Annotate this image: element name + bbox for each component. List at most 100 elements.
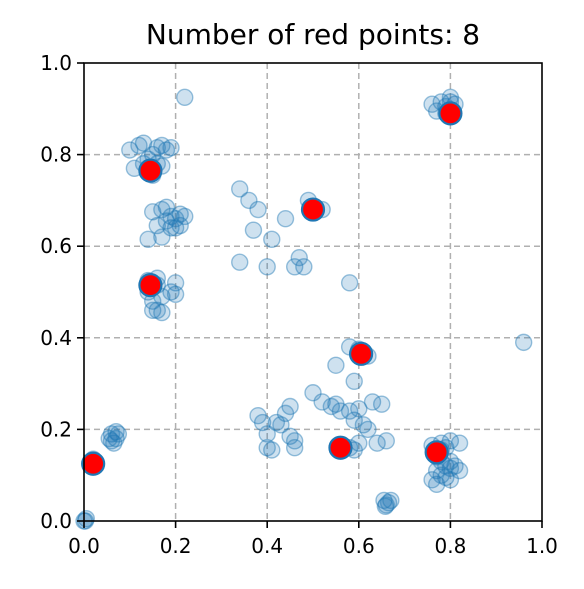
x-axis: 0.0 0.2 0.4 0.6 0.8 1.0 — [68, 521, 558, 558]
red-point — [81, 451, 106, 476]
blue-point — [295, 258, 313, 276]
blue-point — [441, 471, 460, 489]
blue-point — [258, 425, 276, 443]
blue-point — [350, 400, 368, 418]
blue-point — [148, 139, 166, 157]
blue-point — [377, 496, 395, 514]
blue-point — [281, 397, 299, 416]
blue-point — [162, 139, 180, 157]
blue-point — [109, 425, 128, 443]
blue-point — [107, 422, 125, 441]
red-point — [438, 101, 463, 126]
red-point — [328, 435, 353, 460]
blue-point — [368, 434, 386, 452]
blue-point — [373, 395, 391, 413]
blue-point — [258, 258, 276, 276]
blue-point — [377, 432, 395, 450]
blue-point — [77, 510, 95, 528]
grid-layer — [84, 63, 542, 521]
blue-point — [450, 434, 469, 452]
blue-point — [322, 397, 341, 416]
blue-point — [313, 393, 331, 411]
blue-point — [379, 493, 398, 512]
blue-point — [166, 219, 185, 237]
blue-point — [446, 457, 464, 475]
blue-point — [166, 274, 185, 292]
blue-point — [153, 303, 171, 322]
blue-points-layer — [75, 88, 533, 530]
blue-point — [162, 283, 180, 301]
blue-point — [285, 439, 304, 457]
blue-point — [382, 491, 400, 510]
blue-point — [171, 216, 189, 235]
y-tick-label: 0.0 — [40, 509, 72, 533]
blue-point — [327, 395, 345, 413]
blue-point — [166, 285, 185, 303]
blue-point — [100, 429, 118, 448]
blue-point — [331, 402, 350, 420]
red-point — [138, 273, 163, 298]
blue-point — [354, 416, 373, 434]
blue-point — [143, 301, 162, 320]
blue-point — [340, 402, 359, 420]
blue-point — [176, 88, 194, 107]
blue-point — [350, 434, 368, 452]
blue-point — [153, 200, 171, 219]
blue-point — [450, 461, 469, 480]
blue-point — [285, 432, 304, 450]
blue-point — [143, 203, 162, 221]
blue-point — [290, 248, 308, 267]
red-point — [424, 440, 449, 465]
blue-point — [267, 413, 286, 432]
blue-point — [157, 198, 176, 216]
blue-point — [514, 333, 533, 352]
blue-point — [162, 219, 180, 237]
blue-point — [105, 434, 123, 452]
blue-point — [285, 258, 304, 276]
red-point — [300, 197, 326, 222]
blue-point — [153, 228, 171, 246]
blue-point — [359, 420, 377, 439]
blue-point — [231, 253, 249, 271]
blue-point — [345, 411, 363, 429]
blue-point — [423, 95, 441, 113]
blue-point — [376, 497, 395, 516]
blue-point — [121, 141, 139, 159]
red-point — [348, 341, 374, 366]
blue-point — [345, 372, 363, 391]
blue-point — [258, 439, 276, 457]
y-tick-label: 0.8 — [40, 143, 72, 167]
blue-point — [157, 212, 176, 230]
blue-point — [437, 468, 455, 487]
blue-point — [375, 491, 393, 510]
blue-point — [171, 205, 189, 223]
x-tick-label: 0.4 — [251, 534, 283, 558]
blue-point — [340, 274, 359, 292]
blue-point — [240, 191, 258, 210]
blue-point — [153, 136, 171, 155]
red-point — [138, 158, 163, 183]
blue-point — [441, 459, 460, 478]
blue-point — [253, 413, 272, 432]
blue-point — [304, 384, 322, 402]
y-tick-label: 0.2 — [40, 417, 72, 441]
blue-point — [107, 429, 125, 448]
blue-point — [427, 475, 446, 494]
blue-point — [272, 416, 290, 434]
blue-point — [263, 230, 281, 249]
x-tick-label: 0.2 — [160, 534, 192, 558]
x-tick-label: 0.6 — [343, 534, 375, 558]
blue-point — [327, 356, 345, 374]
blue-point — [148, 216, 166, 235]
blue-point — [157, 141, 176, 159]
blue-point — [281, 427, 299, 445]
y-axis: 0.0 0.2 0.4 0.6 0.8 1.0 — [40, 51, 84, 533]
blue-point — [432, 466, 450, 484]
blue-point — [139, 230, 157, 249]
blue-point — [102, 432, 121, 450]
chart-title: Number of red points: 8 — [146, 18, 480, 51]
blue-point — [423, 471, 441, 489]
blue-point — [244, 221, 263, 239]
blue-point — [176, 207, 194, 226]
